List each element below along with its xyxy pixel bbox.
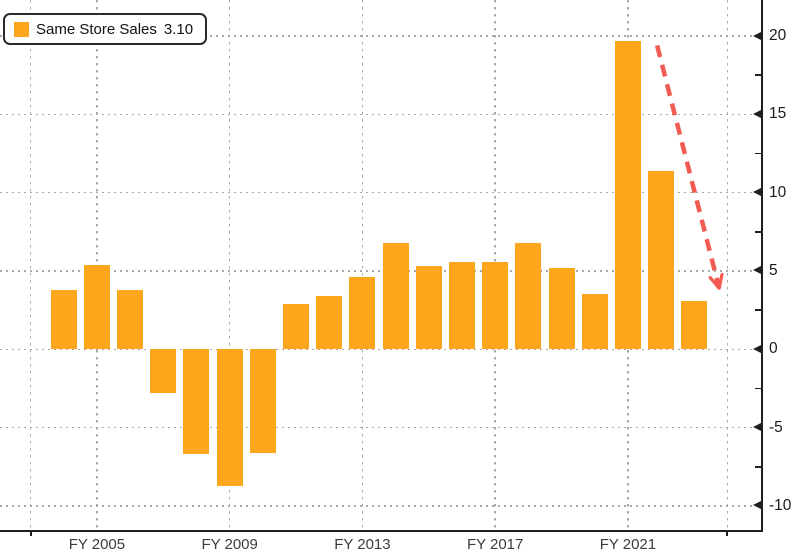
bar-fy-2023 [681,300,708,350]
bar-fy-2015 [415,266,442,350]
y-minor-tick [755,466,761,468]
y-minor-tick [755,152,761,155]
y-tick-arrow-icon [753,109,761,118]
bar-fy-2016 [448,261,475,350]
grid-line-h [0,426,762,429]
bar-fy-2014 [382,242,409,350]
x-axis-label: FY 2005 [68,536,126,553]
grid-line-v [361,0,364,531]
grid-line-v [228,0,231,531]
bar-fy-2005 [83,264,110,350]
bar-fy-2007 [150,349,177,394]
bar-fy-2011 [283,303,310,350]
bar-fy-2020 [581,294,608,350]
y-axis-label: 15 [769,105,787,123]
grid-line-h [0,191,762,194]
y-axis-label: 20 [769,27,787,45]
y-axis-label: 5 [769,261,778,279]
bar-fy-2017 [482,261,509,350]
bar-fy-2019 [548,267,575,350]
grid-line-h [0,270,762,272]
y-tick-arrow-icon [753,31,761,40]
y-minor-tick [755,309,761,311]
grid-line-h [0,113,762,116]
x-axis-label: FY 2021 [599,536,657,553]
y-tick-arrow-icon [753,266,761,275]
y-tick-arrow-icon [753,501,761,510]
y-axis-label: 10 [769,183,787,201]
bar-fy-2022 [648,170,675,350]
x-minor-tick [29,532,32,536]
grid-line-h [0,505,762,507]
y-tick-arrow-icon [753,344,761,353]
bar-fy-2012 [316,296,343,350]
y-axis-label: -10 [769,496,792,514]
x-axis-label: FY 2009 [201,536,258,553]
y-minor-tick [755,231,761,233]
legend-value: 3.10 [163,20,194,38]
bar-fy-2021 [614,40,641,350]
x-minor-tick [726,532,729,536]
bar-fy-2010 [249,349,276,453]
legend-label: Same Store Sales [36,20,157,38]
x-axis-label: FY 2017 [466,536,524,553]
y-axis-spine [761,0,763,531]
bar-fy-2009 [216,349,243,486]
grid-line-v [29,0,32,531]
y-tick-arrow-icon [753,423,761,432]
y-axis-label: 0 [769,340,778,358]
grid-line-h [0,35,762,37]
bar-fy-2018 [515,242,542,350]
bar-fy-2006 [117,289,144,350]
x-axis-label: FY 2013 [334,536,391,553]
bar-fy-2004 [50,289,77,350]
legend-swatch-icon [14,21,29,37]
y-minor-tick [755,387,761,390]
grid-line-v [726,0,729,531]
y-minor-tick [755,74,761,76]
y-axis-label: -5 [769,418,783,436]
legend: Same Store Sales 3.10 [3,13,208,45]
x-axis-spine [0,530,763,532]
bar-fy-2013 [349,277,376,350]
y-tick-arrow-icon [753,188,761,197]
bar-fy-2008 [183,349,210,455]
grid-line-h [0,348,762,351]
